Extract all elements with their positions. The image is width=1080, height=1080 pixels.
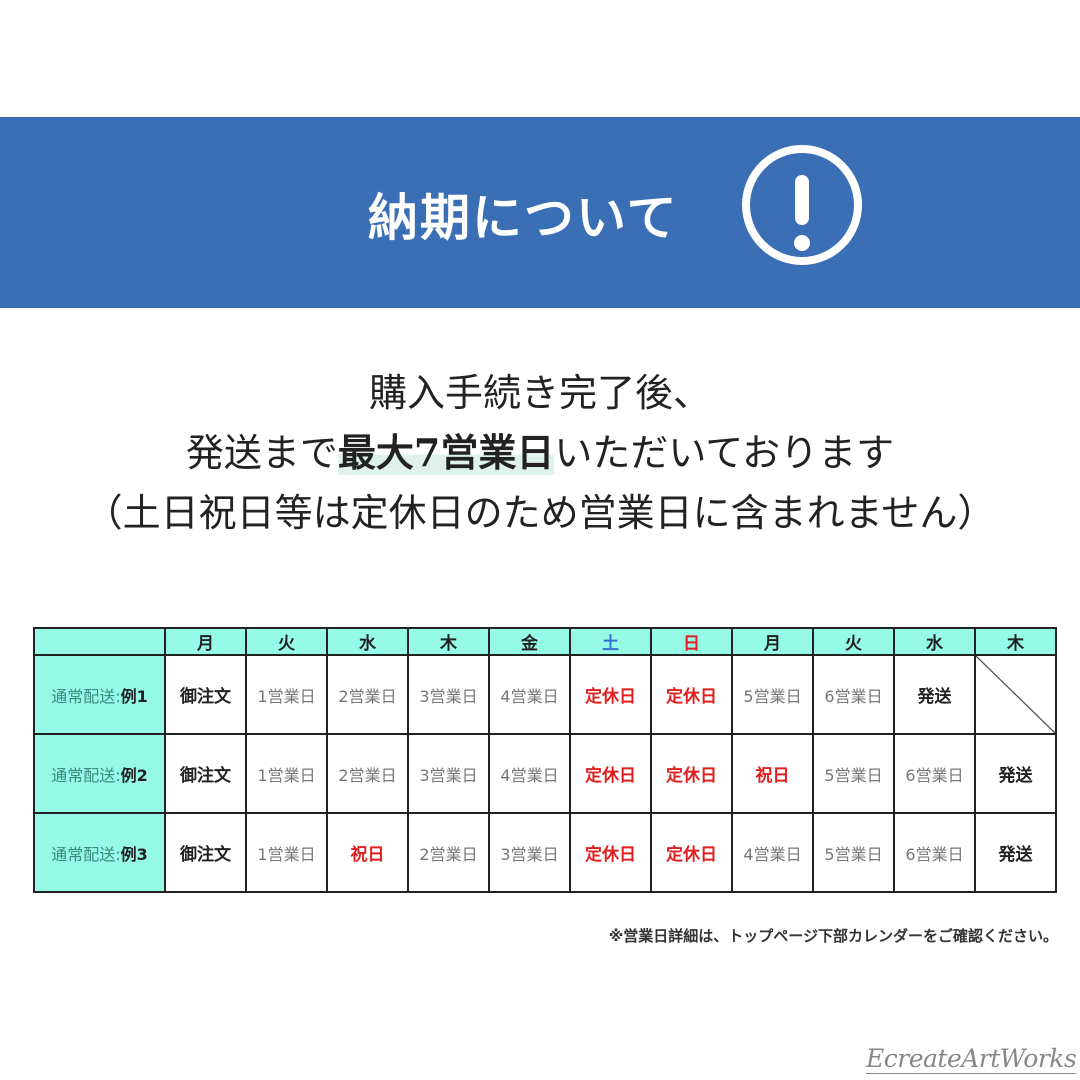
intro-line-3: （土日祝日等は定休日のため営業日に含まれません） (84, 491, 996, 535)
schedule-cell: 定休日 (650, 654, 733, 735)
table-row: 通常配送:例3 御注文 1営業日 祝日 2営業日 3営業日 定休日 定休日 4営業日 5営業日 6営… (33, 812, 1057, 893)
row-label: 通常配送:例1 (33, 654, 166, 735)
schedule-cell: 発送 (974, 812, 1057, 893)
schedule-cell: 定休日 (650, 812, 733, 893)
schedule-cell: 2営業日 (326, 654, 409, 735)
schedule-cell: 5営業日 (812, 733, 895, 814)
schedule-cell: 1営業日 (245, 733, 328, 814)
schedule-cell: 発送 (974, 733, 1057, 814)
schedule-cell: 定休日 (650, 733, 733, 814)
intro-line-2: 発送まで最大7営業日いただいております (185, 430, 895, 475)
row-label: 通常配送:例2 (33, 733, 166, 814)
header-row: 月火水木金土日月火水木 (33, 627, 1057, 656)
schedule-cell: 4営業日 (731, 812, 814, 893)
corner-cell (33, 627, 166, 656)
schedule-cell: 御注文 (164, 812, 247, 893)
schedule-cell: 4営業日 (488, 733, 571, 814)
day-header: 木 (407, 627, 490, 656)
schedule-cell: 1営業日 (245, 654, 328, 735)
schedule-cell: 2営業日 (407, 812, 490, 893)
schedule-cell: 1営業日 (245, 812, 328, 893)
table-row: 通常配送:例2 御注文 1営業日 2営業日 3営業日 4営業日 定休日 定休日 祝日 5営業日 6営… (33, 733, 1057, 814)
schedule-cell: 発送 (893, 654, 976, 735)
delivery-schedule-table: 月火水木金土日月火水木 通常配送:例1 御注文 1営業日 2営業日 3営業日 4営業日 定休… (33, 627, 1057, 893)
schedule-cell: 御注文 (164, 733, 247, 814)
highlight-max-days: 最大7営業日 (337, 430, 555, 475)
table-row: 通常配送:例1 御注文 1営業日 2営業日 3営業日 4営業日 定休日 定休日 5営業日 6営業日… (33, 654, 1057, 735)
schedule-cell: 御注文 (164, 654, 247, 735)
logo: EcreateArtWorks (866, 1044, 1077, 1074)
day-header: 金 (488, 627, 571, 656)
banner-title: 納期について (368, 188, 679, 247)
schedule-cell: 定休日 (569, 812, 652, 893)
intro-line-1: 購入手続き完了後、 (368, 371, 711, 415)
day-header: 日 (650, 627, 733, 656)
schedule-cell: 定休日 (569, 733, 652, 814)
schedule-cell: 6営業日 (893, 812, 976, 893)
day-header: 火 (245, 627, 328, 656)
title-banner (0, 117, 1080, 308)
exclamation-circle-icon (742, 145, 862, 265)
footnote: ※営業日詳細は、トップページ下部カレンダーをご確認ください。 (608, 927, 1058, 945)
schedule-cell: 2営業日 (326, 733, 409, 814)
day-header: 月 (731, 627, 814, 656)
day-header: 水 (326, 627, 409, 656)
day-header: 水 (893, 627, 976, 656)
schedule-cell: 祝日 (326, 812, 409, 893)
day-header: 月 (164, 627, 247, 656)
schedule-cell: 3営業日 (488, 812, 571, 893)
schedule-cell: 3営業日 (407, 654, 490, 735)
schedule-cell: 5営業日 (731, 654, 814, 735)
schedule-cell: 5営業日 (812, 812, 895, 893)
schedule-cell: 祝日 (731, 733, 814, 814)
row-label: 通常配送:例3 (33, 812, 166, 893)
day-header: 木 (974, 627, 1057, 656)
schedule-cell (974, 654, 1057, 735)
day-header: 火 (812, 627, 895, 656)
schedule-cell: 4営業日 (488, 654, 571, 735)
schedule-cell: 3営業日 (407, 733, 490, 814)
day-header: 土 (569, 627, 652, 656)
schedule-cell: 6営業日 (893, 733, 976, 814)
schedule-cell: 6営業日 (812, 654, 895, 735)
schedule-cell: 定休日 (569, 654, 652, 735)
